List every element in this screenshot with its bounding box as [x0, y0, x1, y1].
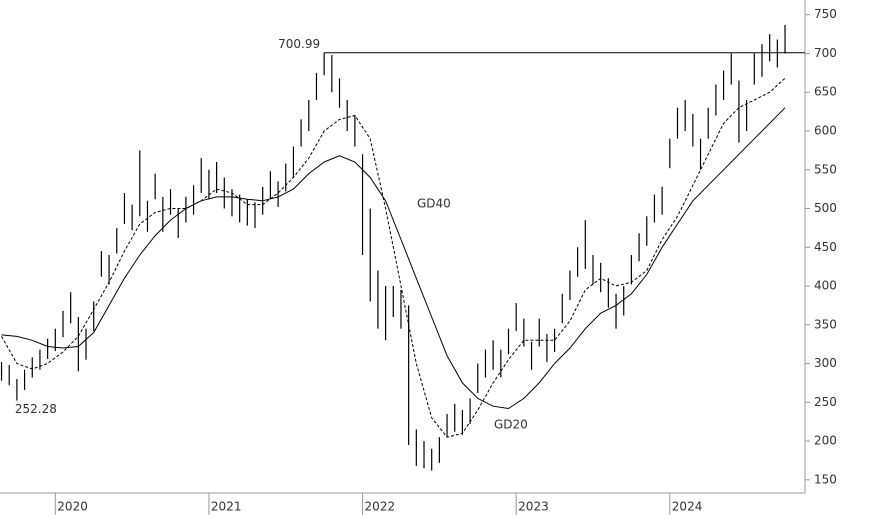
series-label: GD20: [494, 418, 528, 432]
y-tick-label: 400: [814, 279, 837, 293]
low-label: 252.28: [15, 402, 57, 416]
y-tick-label: 300: [814, 356, 837, 370]
x-tick-label: 2020: [57, 500, 88, 514]
high-label: 700.99: [278, 37, 320, 51]
moving-average: [1, 107, 786, 410]
y-tick-label: 250: [814, 395, 837, 409]
y-tick-label: 500: [814, 201, 837, 215]
y-tick-label: 650: [814, 85, 837, 99]
x-tick-label: 2024: [672, 500, 703, 514]
x-tick-label: 2021: [211, 500, 242, 514]
y-tick-label: 750: [814, 7, 837, 21]
x-tick-label: 2023: [518, 500, 549, 514]
y-tick-label: 550: [814, 162, 837, 176]
y-tick-label: 350: [814, 317, 837, 331]
y-tick-label: 200: [814, 434, 837, 448]
y-tick-label: 450: [814, 240, 837, 254]
y-tick-label: 150: [814, 472, 837, 486]
moving-average: [1, 77, 786, 438]
y-tick-label: 600: [814, 124, 837, 138]
y-tick-label: 700: [814, 46, 837, 60]
series-label: GD40: [417, 197, 451, 211]
x-tick-label: 2022: [365, 500, 396, 514]
